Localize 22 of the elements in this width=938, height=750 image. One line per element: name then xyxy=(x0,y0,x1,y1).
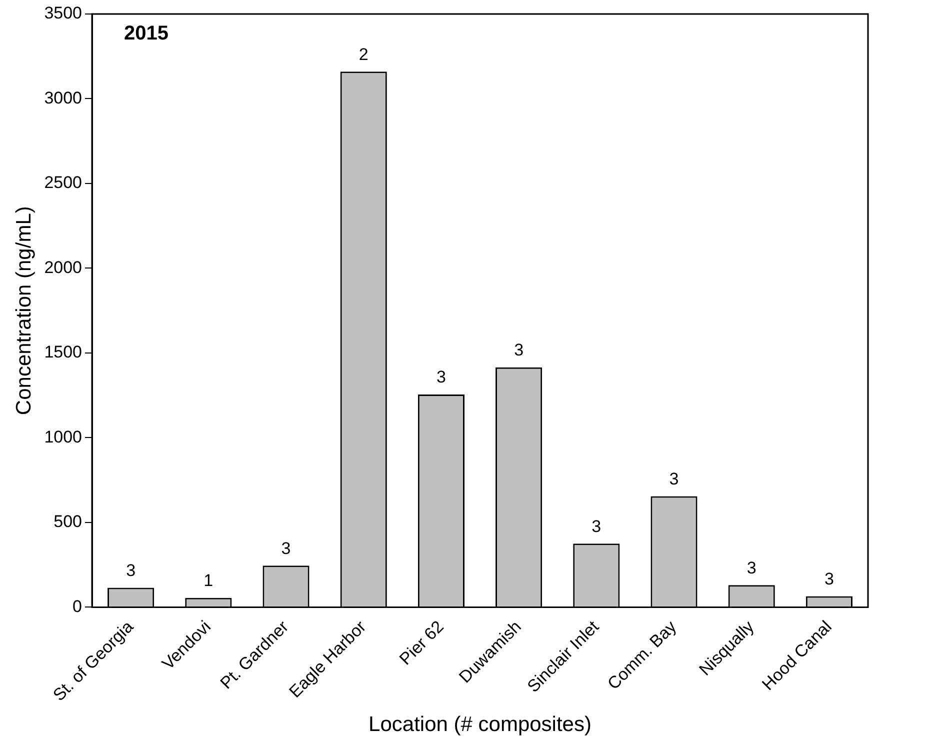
annotation: 2 xyxy=(358,44,368,64)
y-tick-label: 2500 xyxy=(44,173,82,192)
y-axis-title: Concentration (ng/mL) xyxy=(12,206,36,416)
y-tick-label: 500 xyxy=(54,512,82,532)
annotation: 3 xyxy=(824,569,834,588)
annotation: 3 xyxy=(126,560,136,580)
y-tick-label: 2000 xyxy=(44,258,82,277)
annotation: 3 xyxy=(436,368,446,387)
y-tick-label: 1000 xyxy=(44,427,82,446)
x-tick-label: Pier 62 xyxy=(396,617,448,669)
y-tick-label: 3000 xyxy=(44,88,82,108)
y-tick-label: 1500 xyxy=(44,342,82,362)
annotation: 3 xyxy=(592,516,602,536)
annotation: 3 xyxy=(514,340,524,360)
annotation: 1 xyxy=(204,571,214,590)
annotation: 3 xyxy=(669,469,679,488)
annotation: 3 xyxy=(746,558,756,578)
y-tick-label: 3500 xyxy=(44,4,82,23)
annotation: 3 xyxy=(281,538,291,558)
x-axis-title: Location (# composites) xyxy=(368,713,592,736)
annotation: 2015 xyxy=(124,22,169,45)
y-tick-label: 0 xyxy=(72,596,82,616)
